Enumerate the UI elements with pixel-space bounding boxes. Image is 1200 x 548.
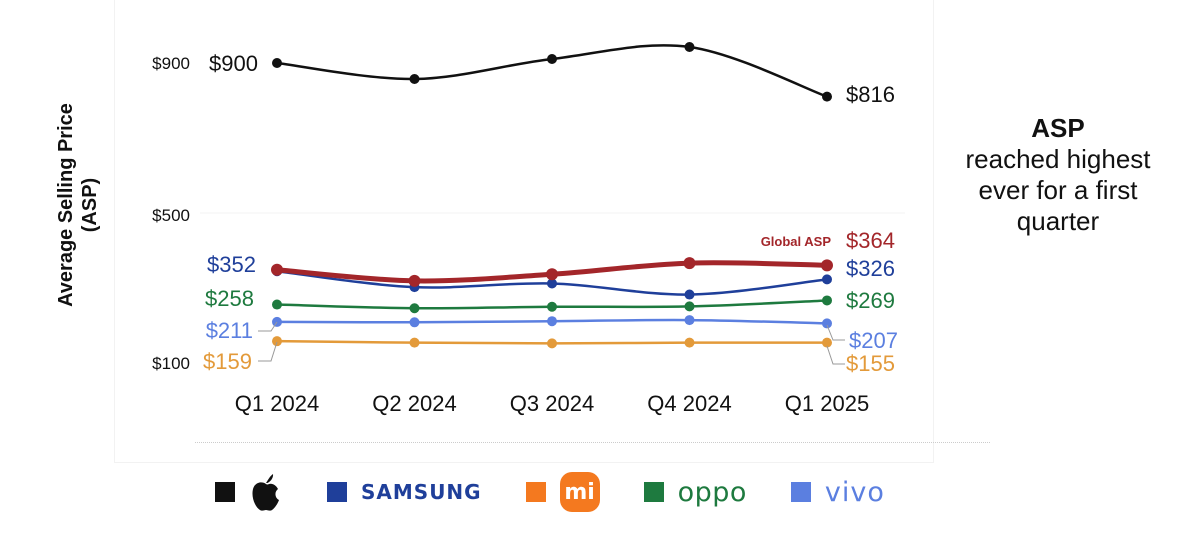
insight-text: reached highest ever for a first quarter <box>965 144 1151 236</box>
data-point-samsung <box>684 289 695 300</box>
x-tick-label: Q3 2024 <box>510 391 594 416</box>
end-label-xiaomi: $155 <box>846 351 895 376</box>
end-label-apple: $816 <box>846 82 895 107</box>
legend: SAMSUNG mi oppo vivo <box>215 462 929 522</box>
start-label-oppo: $258 <box>205 286 254 311</box>
data-point-samsung <box>547 278 557 289</box>
legend-swatch-samsung <box>327 482 347 502</box>
data-point-apple <box>409 74 420 84</box>
data-point-xiaomi <box>547 338 557 349</box>
x-tick-label: Q1 2024 <box>235 391 319 416</box>
apple-logo-icon <box>252 474 279 511</box>
data-point-samsung <box>822 274 832 285</box>
leader-line-vivo-start <box>258 321 278 332</box>
line-chart: $900 $500 $100 Q1 2024 Q2 2024 Q3 2024 Q4 2024… <box>152 42 905 416</box>
legend-item-apple <box>215 472 283 512</box>
data-point-global <box>683 257 696 270</box>
legend-swatch-xiaomi <box>525 482 546 502</box>
data-point-oppo <box>684 301 695 312</box>
y-tick-label: $100 <box>152 354 190 373</box>
legend-item-oppo: oppo <box>643 476 747 508</box>
y-axis-label: Average Selling Price (ASP) <box>54 103 102 307</box>
data-point-oppo <box>272 299 282 310</box>
samsung-logo: SAMSUNG <box>361 480 482 504</box>
data-point-vivo <box>822 318 832 329</box>
insight-title: ASP <box>1031 113 1085 143</box>
chart-panel: $900 $500 $100 Q1 2024 Q2 2024 Q3 2024 Q4 2024… <box>115 0 933 462</box>
data-point-global <box>271 263 283 276</box>
start-label-xiaomi: $159 <box>203 349 252 374</box>
start-label-samsung: $352 <box>207 252 256 277</box>
leader-line-vivo-end <box>826 324 845 341</box>
y-axis-label-line-1: Average Selling Price <box>55 103 77 307</box>
data-point-global <box>546 268 558 281</box>
leader-line-xiaomi-start <box>258 341 278 362</box>
start-label-apple: $900 <box>209 51 258 76</box>
end-label-global: $364 <box>846 228 895 253</box>
legend-item-vivo: vivo <box>790 476 885 508</box>
data-point-vivo <box>684 315 695 326</box>
end-label-vivo: $207 <box>849 328 898 353</box>
end-label-samsung: $326 <box>846 256 895 281</box>
oppo-logo: oppo <box>677 476 747 508</box>
data-point-vivo <box>547 316 557 327</box>
legend-item-samsung: SAMSUNG <box>327 480 482 504</box>
data-point-apple <box>822 91 832 102</box>
x-tick-label: Q4 2024 <box>647 391 731 416</box>
start-label-vivo: $211 <box>206 318 253 343</box>
y-tick-label: $900 <box>152 54 190 73</box>
series-line-apple <box>275 44 829 98</box>
y-tick-label: $500 <box>152 206 190 225</box>
data-point-apple <box>684 42 695 52</box>
x-tick-label: Q1 2025 <box>785 391 869 416</box>
insight-callout: ASP reached highest ever for a first qua… <box>958 113 1158 237</box>
data-point-global <box>408 274 421 287</box>
legend-item-xiaomi: mi <box>525 472 600 512</box>
data-point-vivo <box>409 317 420 328</box>
legend-divider <box>195 442 990 443</box>
x-tick-label: Q2 2024 <box>372 391 456 416</box>
data-point-xiaomi <box>822 337 832 348</box>
legend-swatch-apple <box>215 482 235 502</box>
y-axis-label-line-2: (ASP) <box>79 177 101 233</box>
data-point-xiaomi <box>684 337 695 348</box>
data-point-xiaomi <box>409 337 420 348</box>
series-name-global: Global ASP <box>761 234 832 249</box>
xiaomi-logo: mi <box>559 472 600 512</box>
data-point-global <box>821 259 833 272</box>
data-point-oppo <box>409 303 420 314</box>
data-point-vivo <box>272 316 282 327</box>
data-point-oppo <box>822 295 832 306</box>
data-point-xiaomi <box>272 336 282 347</box>
legend-swatch-vivo <box>790 482 811 502</box>
data-point-apple <box>272 58 282 68</box>
end-label-oppo: $269 <box>846 288 895 313</box>
legend-swatch-oppo <box>643 482 664 502</box>
vivo-logo: vivo <box>824 476 885 508</box>
data-point-apple <box>547 54 557 64</box>
data-point-oppo <box>547 301 557 312</box>
leader-line-xiaomi-end <box>826 345 845 365</box>
